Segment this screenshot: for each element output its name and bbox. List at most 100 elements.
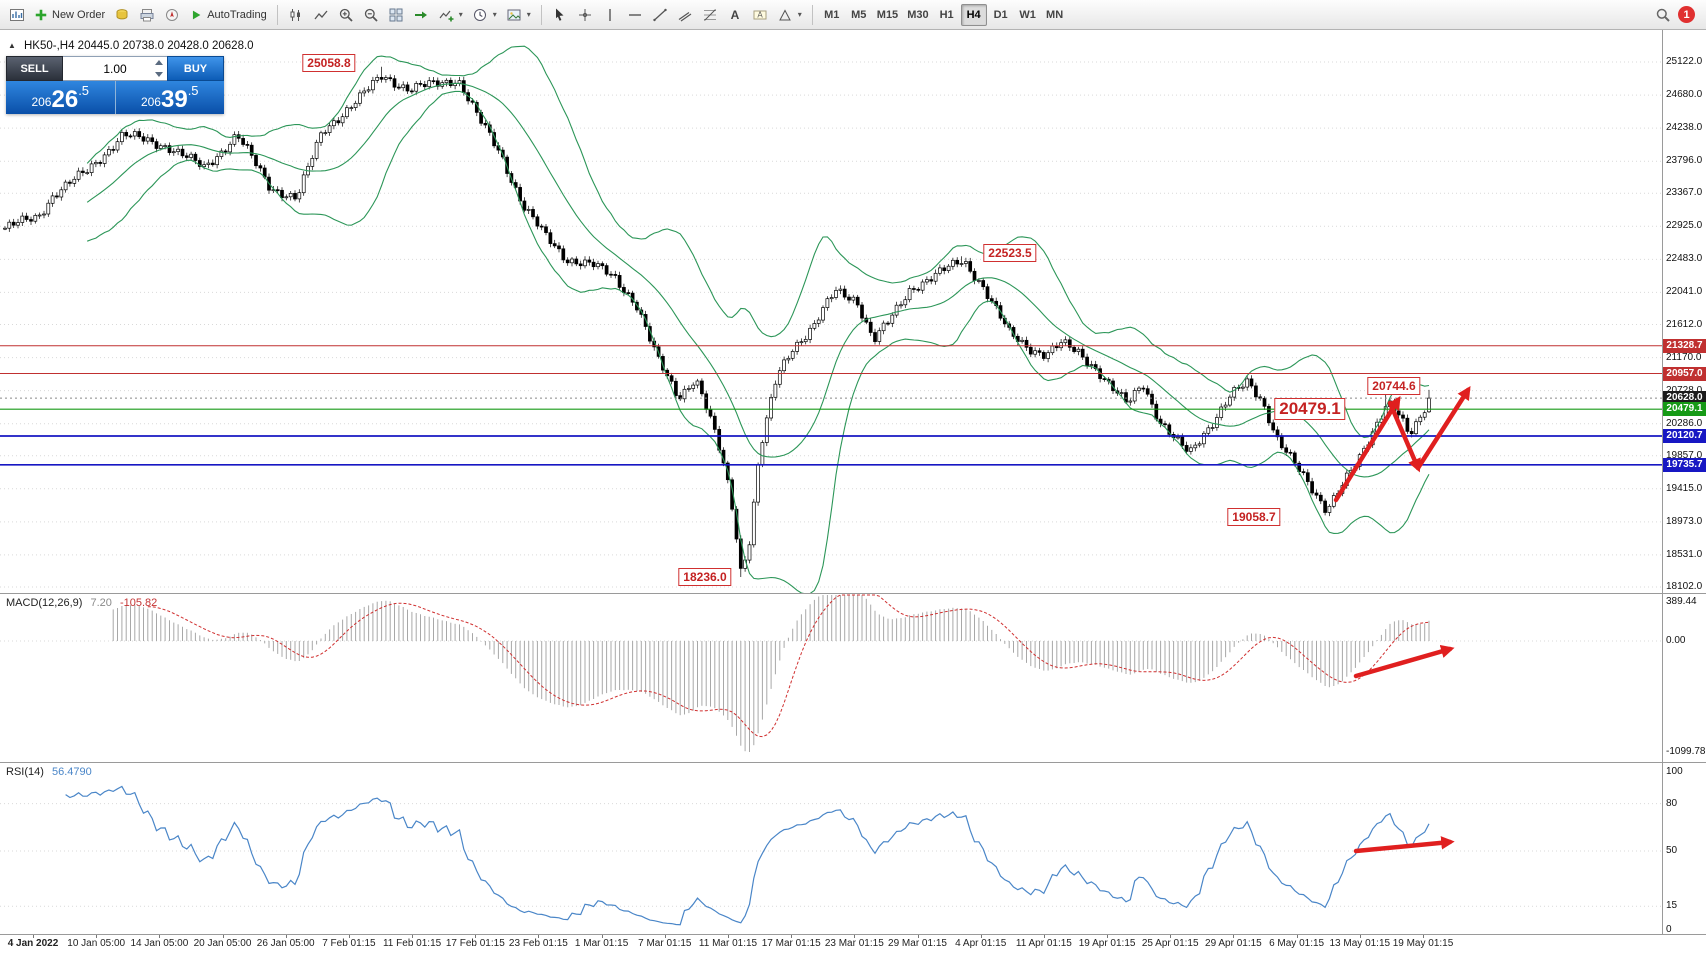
search-button[interactable] bbox=[1651, 3, 1675, 27]
sell-price-head: 206 bbox=[31, 95, 52, 109]
trade-arrow[interactable] bbox=[1353, 644, 1455, 679]
trade-arrow[interactable] bbox=[1333, 395, 1401, 503]
dropdown-caret-icon: ▾ bbox=[492, 10, 497, 19]
chart-ohlc-title: HK50-,H4 20445.0 20738.0 20428.0 20628.0 bbox=[24, 40, 254, 52]
zoom-in-button[interactable] bbox=[334, 3, 358, 27]
main-toolbar: New Order AutoTrading bbox=[0, 0, 1706, 30]
one-click-collapse-button[interactable]: ▲ bbox=[8, 41, 16, 50]
candlestick-chart-icon bbox=[288, 7, 304, 23]
dropdown-caret-icon: ▾ bbox=[458, 10, 463, 19]
charts-window-button[interactable] bbox=[5, 3, 29, 27]
sell-price[interactable]: 206 26.5 bbox=[6, 81, 115, 114]
one-click-trading-panel: SELL 1.00 BUY 206 26.5 206 39.5 bbox=[6, 56, 224, 114]
chart-window-icon bbox=[9, 7, 25, 23]
trade-arrow[interactable] bbox=[1353, 836, 1455, 854]
macd-name: MACD(12,26,9) bbox=[6, 597, 83, 609]
buy-price[interactable]: 206 39.5 bbox=[115, 81, 224, 114]
svg-text:A: A bbox=[730, 8, 739, 22]
new-order-button[interactable]: New Order bbox=[30, 3, 109, 27]
market-watch-button[interactable] bbox=[110, 3, 134, 27]
crosshair-icon bbox=[577, 7, 593, 23]
trade-arrow[interactable] bbox=[1415, 386, 1471, 471]
new-order-plus-icon bbox=[34, 8, 48, 22]
tile-windows-button[interactable] bbox=[384, 3, 408, 27]
macd-signal-value: -105.82 bbox=[119, 597, 158, 609]
zoom-in-icon bbox=[338, 7, 354, 23]
spinner-up-icon[interactable] bbox=[154, 60, 163, 65]
autotrading-label: AutoTrading bbox=[207, 8, 267, 21]
timeframe-d1[interactable]: D1 bbox=[993, 8, 1008, 21]
timeframe-m1[interactable]: M1 bbox=[824, 8, 840, 21]
data-window-button[interactable] bbox=[135, 3, 159, 27]
timeframe-m15[interactable]: M15 bbox=[876, 8, 899, 21]
text-button[interactable]: A bbox=[723, 3, 747, 27]
cursor-button[interactable] bbox=[548, 3, 572, 27]
templates-button[interactable]: ▾ bbox=[502, 3, 535, 27]
trade-arrow[interactable] bbox=[1387, 400, 1421, 473]
navigator-button[interactable] bbox=[160, 3, 184, 27]
toolbar-separator bbox=[276, 4, 278, 25]
sell-price-tail: .5 bbox=[78, 83, 90, 98]
template-image-icon bbox=[506, 7, 522, 23]
bar-chart-type-button[interactable] bbox=[284, 3, 308, 27]
crosshair-button[interactable] bbox=[573, 3, 597, 27]
timeframe-mn[interactable]: MN bbox=[1046, 8, 1064, 21]
auto-scroll-button[interactable] bbox=[409, 3, 433, 27]
text-icon: A bbox=[727, 7, 743, 23]
horizontal-line-icon bbox=[627, 7, 643, 23]
volume-spinner[interactable] bbox=[152, 60, 165, 77]
horizontal-line-button[interactable] bbox=[623, 3, 647, 27]
shapes-icon bbox=[777, 7, 793, 23]
rsi-value: 56.4790 bbox=[51, 766, 92, 778]
autotrading-button[interactable]: AutoTrading bbox=[185, 3, 271, 27]
vertical-line-icon bbox=[602, 7, 618, 23]
dropdown-caret-icon: ▾ bbox=[797, 10, 802, 19]
rsi-name: RSI(14) bbox=[6, 766, 44, 778]
timeframe-m5[interactable]: M5 bbox=[851, 8, 867, 21]
toolbar-separator bbox=[540, 4, 542, 25]
macd-label: MACD(12,26,9) 7.20 -105.82 bbox=[6, 597, 157, 609]
zoom-out-button[interactable] bbox=[359, 3, 383, 27]
timeframe-group: M1 M5 M15 M30 H1 H4 D1 W1 MN bbox=[819, 3, 1068, 26]
notification-badge[interactable]: 1 bbox=[1678, 6, 1695, 23]
svg-text:A: A bbox=[757, 10, 763, 19]
timeframe-w1[interactable]: W1 bbox=[1019, 8, 1036, 21]
autotrading-play-icon bbox=[189, 8, 203, 22]
search-icon bbox=[1655, 7, 1671, 23]
periods-button[interactable]: ▾ bbox=[468, 3, 501, 27]
fibonacci-icon bbox=[702, 7, 718, 23]
zoom-out-icon bbox=[363, 7, 379, 23]
sell-button[interactable]: SELL bbox=[6, 56, 63, 81]
printer-icon bbox=[139, 7, 155, 23]
new-order-label: New Order bbox=[52, 8, 106, 21]
sell-price-big: 26 bbox=[51, 86, 79, 113]
timeframe-m30[interactable]: M30 bbox=[907, 8, 929, 21]
vertical-line-button[interactable] bbox=[598, 3, 622, 27]
channel-icon bbox=[677, 7, 693, 23]
timeframe-h1[interactable]: H1 bbox=[939, 8, 954, 21]
volume-input[interactable]: 1.00 bbox=[63, 56, 167, 81]
indicators-plus-icon bbox=[438, 7, 454, 23]
buy-button[interactable]: BUY bbox=[167, 56, 224, 81]
channel-button[interactable] bbox=[673, 3, 697, 27]
text-label-icon: A bbox=[752, 7, 768, 23]
trendline-button[interactable] bbox=[648, 3, 672, 27]
line-chart-icon bbox=[313, 7, 329, 23]
shapes-button[interactable]: ▾ bbox=[773, 3, 806, 27]
rsi-label: RSI(14) 56.4790 bbox=[6, 766, 92, 778]
cursor-icon bbox=[552, 7, 568, 23]
line-chart-type-button[interactable] bbox=[309, 3, 333, 27]
buy-price-head: 206 bbox=[140, 95, 161, 109]
timeframe-h4[interactable]: H4 bbox=[960, 3, 987, 26]
buy-price-big: 39 bbox=[160, 86, 188, 113]
fibonacci-button[interactable] bbox=[698, 3, 722, 27]
spinner-down-icon[interactable] bbox=[154, 72, 163, 77]
trendline-icon bbox=[652, 7, 668, 23]
coins-icon bbox=[114, 7, 130, 23]
clock-icon bbox=[472, 7, 488, 23]
text-label-button[interactable]: A bbox=[748, 3, 772, 27]
compass-icon bbox=[164, 7, 180, 23]
indicators-button[interactable]: ▾ bbox=[434, 3, 467, 27]
